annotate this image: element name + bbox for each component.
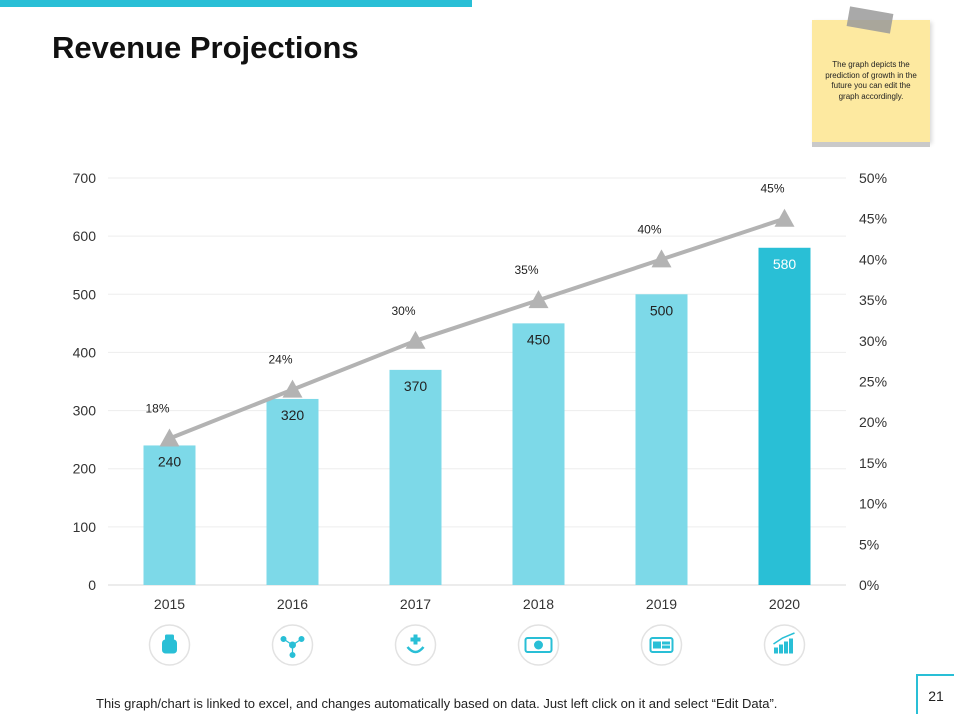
- hand-care-icon: [406, 634, 425, 654]
- banknote-icon: [524, 637, 553, 653]
- id-card-icon: [649, 637, 674, 653]
- growth-marker: [405, 330, 426, 349]
- x-tick-label: 2019: [646, 596, 677, 612]
- bar-value-label: 580: [773, 256, 797, 272]
- y2-tick-label: 50%: [859, 170, 887, 186]
- y2-tick-label: 20%: [859, 414, 887, 430]
- growth-chart-icon: [773, 632, 795, 654]
- y2-tick-label: 40%: [859, 251, 887, 267]
- growth-marker: [282, 379, 303, 398]
- bar-value-label: 500: [650, 302, 674, 318]
- y-tick-label: 200: [73, 461, 97, 477]
- x-tick-label: 2018: [523, 596, 554, 612]
- bar-value-label: 240: [158, 453, 182, 469]
- y2-tick-label: 35%: [859, 292, 887, 308]
- x-tick-label: 2017: [400, 596, 431, 612]
- y-tick-label: 0: [88, 577, 96, 593]
- top-accent-bar: [0, 0, 472, 7]
- x-tick-label: 2020: [769, 596, 800, 612]
- icon-circle: [640, 624, 683, 666]
- growth-marker: [528, 290, 549, 309]
- growth-percent-label: 30%: [391, 304, 415, 318]
- money-bag-icon: [162, 634, 177, 654]
- growth-percent-label: 18%: [145, 401, 169, 415]
- page-number: 21: [916, 674, 954, 714]
- bar-value-label: 370: [404, 378, 428, 394]
- growth-percent-label: 24%: [268, 353, 292, 367]
- footer-note: This graph/chart is linked to excel, and…: [96, 696, 778, 711]
- y2-tick-label: 15%: [859, 455, 887, 471]
- growth-line: [168, 216, 786, 441]
- sticky-note: The graph depicts the prediction of grow…: [812, 6, 930, 142]
- bar: [758, 247, 811, 585]
- y2-tick-label: 30%: [859, 333, 887, 349]
- y2-tick-label: 45%: [859, 211, 887, 227]
- y2-tick-label: 0%: [859, 577, 879, 593]
- bar-value-label: 320: [281, 407, 305, 423]
- y-tick-label: 400: [73, 344, 97, 360]
- bar: [266, 398, 319, 585]
- icon-circle: [394, 624, 437, 666]
- x-tick-label: 2016: [277, 596, 308, 612]
- people-network-icon: [280, 636, 305, 658]
- y-tick-label: 700: [73, 170, 97, 186]
- x-tick-label: 2015: [154, 596, 185, 612]
- page-title: Revenue Projections: [52, 30, 359, 65]
- growth-percent-label: 45%: [760, 182, 784, 196]
- y-tick-label: 600: [73, 228, 97, 244]
- y-tick-label: 500: [73, 286, 97, 302]
- y2-tick-label: 10%: [859, 496, 887, 512]
- growth-percent-label: 35%: [514, 263, 538, 277]
- growth-marker: [774, 208, 795, 227]
- bar: [143, 445, 196, 585]
- bar: [635, 294, 688, 585]
- bar-value-label: 450: [527, 331, 551, 347]
- bar: [389, 369, 442, 585]
- growth-marker: [651, 249, 672, 268]
- y-tick-label: 100: [73, 519, 97, 535]
- y2-tick-label: 25%: [859, 374, 887, 390]
- growth-percent-label: 40%: [637, 222, 661, 236]
- bar: [512, 323, 565, 585]
- y-tick-label: 300: [73, 403, 97, 419]
- y2-tick-label: 5%: [859, 536, 879, 552]
- sticky-note-text: The graph depicts the prediction of grow…: [825, 60, 917, 101]
- growth-marker: [159, 428, 180, 447]
